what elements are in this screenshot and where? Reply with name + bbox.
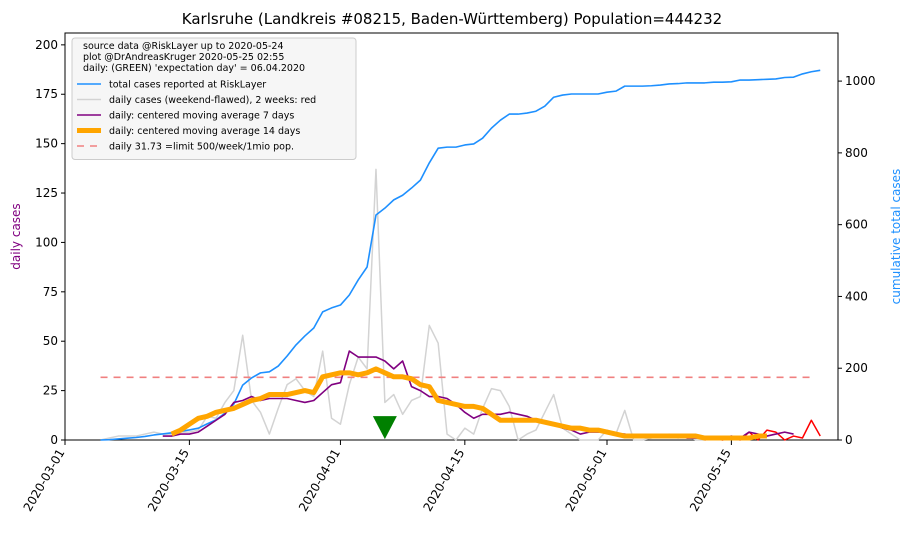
series-line (100, 168, 705, 441)
y-tick-label: 150 (35, 137, 58, 151)
y-tick-label: 50 (43, 334, 58, 348)
x-tick-label: 2020-04-15 (420, 447, 467, 514)
y-tick-label: 200 (35, 38, 58, 52)
y2-tick-label: 600 (845, 218, 868, 232)
expectation-marker (372, 416, 397, 440)
x-tick-label: 2020-03-01 (21, 447, 68, 514)
y2-tick-label: 200 (845, 361, 868, 375)
y2-tick-label: 1000 (845, 74, 876, 88)
legend-label: daily cases (weekend-flawed), 2 weeks: r… (109, 95, 316, 106)
y2-tick-label: 0 (845, 433, 853, 447)
y2-axis-label: cumulative total cases (889, 169, 903, 305)
legend-label: total cases reported at RiskLayer (109, 80, 266, 91)
x-tick-label: 2020-04-01 (296, 447, 343, 514)
y-tick-label: 0 (50, 433, 58, 447)
y-tick-label: 175 (35, 87, 58, 101)
legend-box (71, 37, 357, 160)
y-tick-label: 75 (43, 285, 58, 299)
legend-label: daily 31.73 =limit 500/week/1mio pop. (109, 142, 294, 153)
legend: source data @RiskLayer up to 2020-05-24p… (71, 37, 357, 160)
legend-header: plot @DrAndreasKruger 2020-05-25 02:55 (83, 52, 284, 63)
y2-tick-label: 400 (845, 289, 868, 303)
x-tick-label: 2020-05-01 (563, 447, 610, 514)
y-tick-label: 100 (35, 235, 58, 249)
legend-label: daily: centered moving average 14 days (109, 126, 300, 137)
legend-label: daily: centered moving average 7 days (109, 111, 294, 122)
series-line (162, 350, 794, 439)
legend-header: source data @RiskLayer up to 2020-05-24 (83, 41, 284, 52)
plot-frame (64, 32, 839, 441)
legend-header: daily: (GREEN) 'expectation day' = 06.04… (83, 63, 305, 74)
series-line (170, 366, 767, 441)
y2-tick-label: 800 (845, 146, 868, 160)
y-tick-label: 125 (35, 186, 58, 200)
y-tick-label: 25 (43, 384, 58, 398)
chart-title: Karlsruhe (Landkreis #08215, Baden-Württ… (182, 10, 722, 28)
y-axis-label: daily cases (9, 203, 23, 269)
x-tick-label: 2020-03-15 (145, 447, 192, 514)
x-tick-label: 2020-05-15 (687, 447, 734, 514)
